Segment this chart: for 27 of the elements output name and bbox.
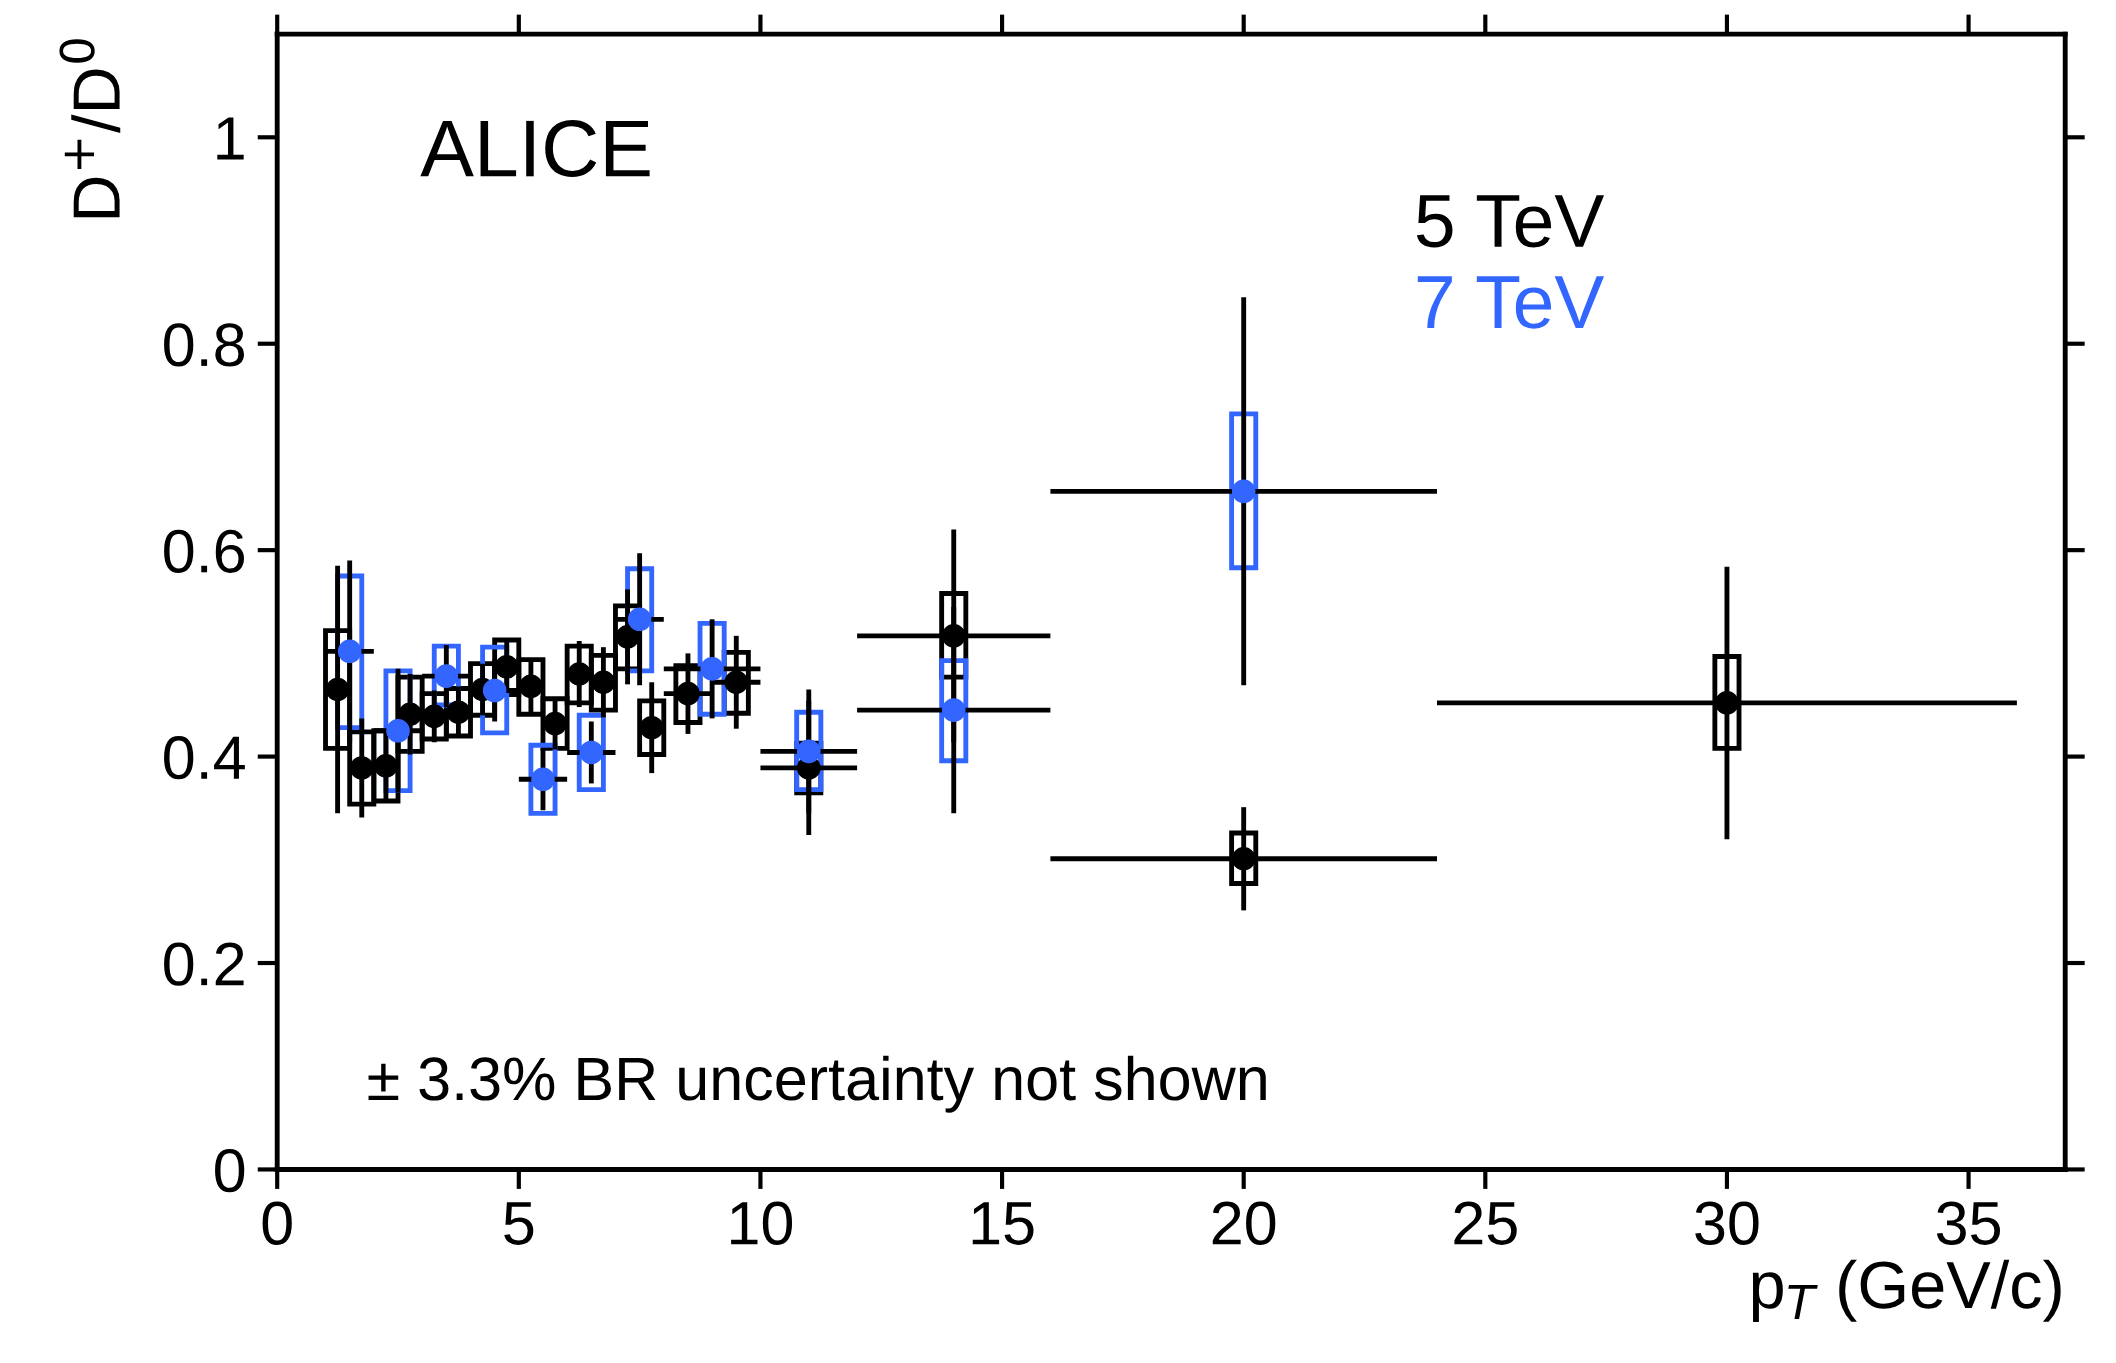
y-tick-label: 0.2	[164, 942, 244, 986]
y-tick-label: 0.8	[164, 323, 244, 367]
y-axis-title: D$^{+}$/D$^{0}$	[59, 39, 121, 218]
annotation: ALICE	[420, 120, 650, 178]
y-tick-label: 0	[215, 1148, 245, 1193]
point	[337, 639, 362, 664]
point	[1231, 479, 1256, 504]
x-tick-label: 35	[1936, 1201, 2000, 1245]
x-tick-label: 15	[972, 1202, 1034, 1245]
x-tick-label: 20	[1212, 1201, 1276, 1245]
point	[627, 607, 652, 632]
point	[325, 677, 350, 702]
x-tick-label: 25	[1454, 1201, 1517, 1245]
y-tick-label: 0.6	[164, 529, 244, 573]
text: 7 TeV	[1417, 276, 1605, 329]
x-tick-label: 5	[504, 1202, 534, 1245]
x-tick-label: 10	[731, 1201, 793, 1245]
point	[1715, 691, 1739, 715]
point	[941, 698, 966, 722]
point	[386, 718, 410, 743]
x-axis-title: p$_{T}$ (GeV/c)	[1752, 1259, 2061, 1322]
y-tick-label: 1	[217, 117, 244, 160]
text: 5 TeV	[1416, 195, 1605, 248]
annotation: ± 3.3% BR uncertainty not shown	[368, 1055, 1266, 1113]
x-tick-label: 30	[1695, 1201, 1759, 1245]
y-tick-label: 0.4	[164, 736, 245, 780]
x-tick-label: 0	[262, 1201, 292, 1245]
